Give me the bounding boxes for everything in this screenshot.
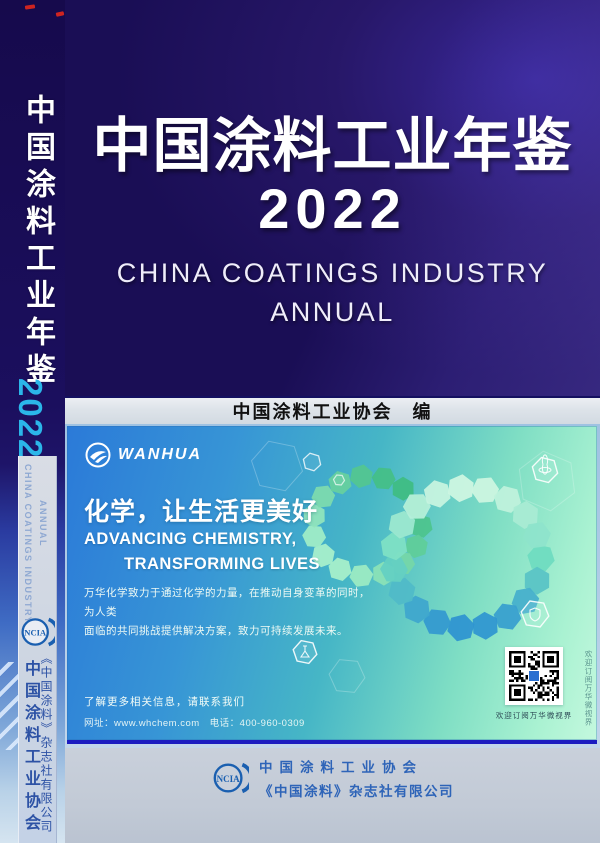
book-subtitle-en-2: ANNUAL — [270, 297, 395, 327]
publisher-footer: NCIA 中国涂料工业协会 《中国涂料》杂志社有限公司 — [65, 748, 600, 843]
ad-body-line-2: 面临的共同挑战提供解决方案，致力可持续发展未来。 — [84, 624, 348, 637]
book-spine: 中国涂料工业年鉴 2022 CHINA COATINGS INDUSTRY AN… — [0, 0, 65, 843]
print-mark — [24, 4, 36, 10]
book-year: 2022 — [258, 177, 407, 240]
ad-body-line-1: 万华化学致力于通过化学的力量，在推动自身变革的同时，为人类 — [84, 587, 370, 618]
book-subtitle-en-1: CHINA COATINGS INDUSTRY — [116, 258, 549, 288]
cover-top-background: 中国涂料工业年鉴 2022 CHINA COATINGS INDUSTRY AN… — [65, 0, 600, 396]
spine-publisher-vertical: 《中国涂料》杂志社有限公司 — [39, 652, 53, 834]
spine-subtitle-en-2: ANNUAL — [38, 500, 48, 547]
print-mark — [55, 11, 65, 17]
ncia-logo-text: NCIA — [24, 628, 47, 638]
qr-caption: 欢迎订阅万华微视界 — [495, 711, 573, 720]
spine-org-vertical: 中国涂料工业协会 — [22, 660, 39, 836]
ad-slogan-en-2: TRANSFORMING LIVES — [124, 555, 321, 573]
spine-stripe-decoration — [0, 662, 19, 750]
front-cover: 中国涂料工业年鉴 2022 CHINA COATINGS INDUSTRY AN… — [65, 0, 600, 843]
wanhua-brand-text: WANHUA — [118, 446, 202, 463]
spine-year: 2022 — [12, 378, 49, 460]
footer-publisher-name: 《中国涂料》杂志社有限公司 — [259, 784, 454, 799]
wanhua-logo: WANHUA — [85, 442, 202, 468]
spine-subtitle-en-1: CHINA COATINGS INDUSTRY — [23, 464, 33, 625]
wanhua-logo-icon — [85, 442, 111, 468]
wanhua-ad-banner: WANHUA 化学，让生活更美好 ADVANCING CHEMISTRY, TR… — [67, 426, 597, 744]
ncia-logo-icon: NCIA — [21, 617, 55, 647]
qr-code — [505, 647, 563, 705]
spine-light-panel — [18, 456, 57, 843]
ad-contact-line-1: 了解更多相关信息，请联系我们 — [84, 696, 245, 708]
footer-org-name: 中国涂料工业协会 — [259, 760, 423, 775]
ad-contact-block: 了解更多相关信息，请联系我们 网址：www.whchem.com 电话：400-… — [84, 694, 305, 729]
ad-body-text: 万华化学致力于通过化学的力量，在推动自身变革的同时，为人类 面临的共同挑战提供解… — [84, 584, 374, 641]
ad-side-note-vertical: 欢迎订阅万华微视界 — [584, 650, 593, 727]
hexagon-loop-decoration — [250, 440, 576, 698]
ad-slogan-cn: 化学，让生活更美好 — [84, 498, 319, 526]
ncia-logo-text: NCIA — [217, 774, 241, 784]
editor-band: 中国涂料工业协会 编 — [65, 396, 600, 424]
spine-title-vertical: 中国涂料工业年鉴 — [21, 94, 54, 390]
ad-slogan-en-1: ADVANCING CHEMISTRY, — [84, 530, 297, 548]
book-title: 中国涂料工业年鉴 — [92, 111, 573, 180]
ad-contact-line-2: 网址：www.whchem.com 电话：400-960-0309 — [84, 718, 305, 729]
ncia-logo-icon: NCIA — [213, 762, 249, 794]
